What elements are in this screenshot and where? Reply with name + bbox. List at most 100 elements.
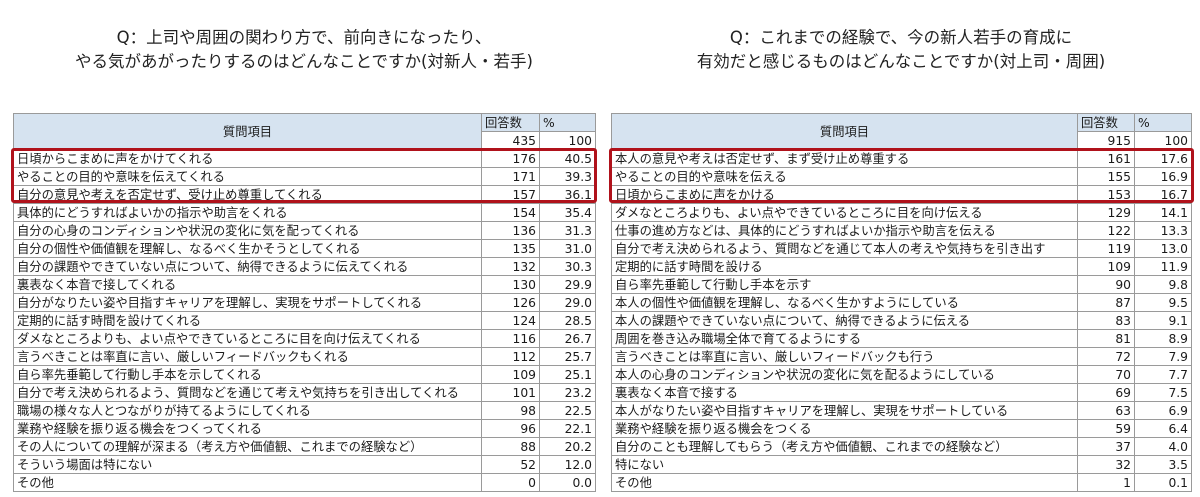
row-item-label: 具体的にどうすればよいかの指示や助言をくれる bbox=[13, 203, 482, 222]
row-item-label: 定期的に話す時間を設けてくれる bbox=[13, 311, 482, 330]
row-count: 132 bbox=[481, 257, 540, 276]
row-item-label: 日頃からこまめに声をかける bbox=[611, 185, 1078, 204]
table-row: 定期的に話す時間を設けてくれる 124 28.5 bbox=[13, 311, 596, 330]
table-row: 自分で考え決められるよう、質問などを通じて本人の考えや気持ちを引き出す 119 13… bbox=[611, 239, 1192, 258]
row-item-label: 自分がなりたい姿や目指すキャリアを理解し、実現をサポートしてくれる bbox=[13, 293, 482, 312]
row-percent: 9.1 bbox=[1134, 311, 1192, 330]
row-count: 136 bbox=[481, 221, 540, 240]
row-item-label: ダメなところよりも、よい点やできているところに目を向け伝える bbox=[611, 203, 1078, 222]
percent-column-header: % bbox=[1134, 113, 1192, 132]
table-row: 日頃からこまめに声をかけてくれる 176 40.5 bbox=[13, 149, 596, 168]
row-percent: 36.1 bbox=[539, 185, 596, 204]
row-percent: 11.9 bbox=[1134, 257, 1192, 276]
sample-count: 915 bbox=[1077, 131, 1135, 150]
row-item-label: 自分のことも理解してもらう（考え方や価値観、これまでの経験など） bbox=[611, 437, 1078, 456]
row-count: 126 bbox=[481, 293, 540, 312]
row-count: 157 bbox=[481, 185, 540, 204]
row-item-label: 日頃からこまめに声をかけてくれる bbox=[13, 149, 482, 168]
row-item-label: 本人の課題やできていない点について、納得できるように伝える bbox=[611, 311, 1078, 330]
row-count: 72 bbox=[1077, 347, 1135, 366]
row-percent: 26.7 bbox=[539, 329, 596, 348]
row-count: 171 bbox=[481, 167, 540, 186]
row-percent: 3.5 bbox=[1134, 455, 1192, 474]
row-item-label: 自ら率先垂範して行動し手本を示してくれる bbox=[13, 365, 482, 384]
table-row: 具体的にどうすればよいかの指示や助言をくれる 154 35.4 bbox=[13, 203, 596, 222]
row-item-label: そういう場面は特にない bbox=[13, 455, 482, 474]
row-item-label: 言うべきことは率直に言い、厳しいフィードバックもくれる bbox=[13, 347, 482, 366]
row-count: 88 bbox=[481, 437, 540, 456]
table-row: 自分の課題やできていない点について、納得できるように伝えてくれる 132 30.3 bbox=[13, 257, 596, 276]
row-count: 83 bbox=[1077, 311, 1135, 330]
row-item-label: 業務や経験を振り返る機会をつくる bbox=[611, 419, 1078, 438]
row-count: 129 bbox=[1077, 203, 1135, 222]
row-item-label: 本人がなりたい姿や目指すキャリアを理解し、実現をサポートしている bbox=[611, 401, 1078, 420]
row-item-label: やることの目的や意味を伝える bbox=[611, 167, 1078, 186]
row-count: 116 bbox=[481, 329, 540, 348]
table-row: ダメなところよりも、よい点やできているところに目を向け伝えてくれる 116 26.7 bbox=[13, 329, 596, 348]
row-item-label: 定期的に話す時間を設ける bbox=[611, 257, 1078, 276]
row-item-label: 自分で考え決められるよう、質問などを通じて本人の考えや気持ちを引き出す bbox=[611, 239, 1078, 258]
row-count: 130 bbox=[481, 275, 540, 294]
row-percent: 4.0 bbox=[1134, 437, 1192, 456]
row-percent: 16.7 bbox=[1134, 185, 1192, 204]
left-title-line-1: Q：上司や周囲の関わり方で、前向きになったり、 bbox=[116, 28, 492, 47]
table-row: その人についての理解が深まる（考え方や価値観、これまでの経験など） 88 20.2 bbox=[13, 437, 596, 456]
row-percent: 20.2 bbox=[539, 437, 596, 456]
table-row: 業務や経験を振り返る機会をつくる 59 6.4 bbox=[611, 419, 1192, 438]
row-count: 135 bbox=[481, 239, 540, 258]
row-item-label: 本人の心身のコンディションや状況の変化に気を配るようにしている bbox=[611, 365, 1078, 384]
row-item-label: 裏表なく本音で接する bbox=[611, 383, 1078, 402]
count-column-header: 回答数 bbox=[481, 113, 540, 132]
table-row: 本人の課題やできていない点について、納得できるように伝える 83 9.1 bbox=[611, 311, 1192, 330]
right-survey-table: 質問項目 回答数% 915 100 本人の意見や考えは否定せず、まず受け止め尊重する 16… bbox=[611, 113, 1192, 492]
row-item-label: 自分で考え決められるよう、質問などを通じて考えや気持ちを引き出してくれる bbox=[13, 383, 482, 402]
row-percent: 29.9 bbox=[539, 275, 596, 294]
right-title-line-2: 有効だと感じるものはどんなことですか(対上司・周囲) bbox=[696, 52, 1106, 71]
table-row: 自分のことも理解してもらう（考え方や価値観、これまでの経験など） 37 4.0 bbox=[611, 437, 1192, 456]
row-percent: 13.0 bbox=[1134, 239, 1192, 258]
row-percent: 6.9 bbox=[1134, 401, 1192, 420]
table-row: 仕事の進め方などは、具体的にどうすればよいか指示や助言を伝える 122 13.3 bbox=[611, 221, 1192, 240]
row-item-label: 本人の意見や考えは否定せず、まず受け止め尊重する bbox=[611, 149, 1078, 168]
row-item-label: その他 bbox=[13, 473, 482, 492]
row-percent: 7.5 bbox=[1134, 383, 1192, 402]
row-percent: 17.6 bbox=[1134, 149, 1192, 168]
row-percent: 39.3 bbox=[539, 167, 596, 186]
item-column-header: 質問項目 bbox=[611, 113, 1078, 150]
row-count: 112 bbox=[481, 347, 540, 366]
row-item-label: 自分の心身のコンディションや状況の変化に気を配ってくれる bbox=[13, 221, 482, 240]
item-column-header: 質問項目 bbox=[13, 113, 482, 150]
table-row: 特にない 32 3.5 bbox=[611, 455, 1192, 474]
row-item-label: その他 bbox=[611, 473, 1078, 492]
table-row: 自分の個性や価値観を理解し、なるべく生かそうとしてくれる 135 31.0 bbox=[13, 239, 596, 258]
row-percent: 9.8 bbox=[1134, 275, 1192, 294]
row-item-label: 自分の個性や価値観を理解し、なるべく生かそうとしてくれる bbox=[13, 239, 482, 258]
table-row: ダメなところよりも、よい点やできているところに目を向け伝える 129 14.1 bbox=[611, 203, 1192, 222]
row-count: 101 bbox=[481, 383, 540, 402]
row-percent: 0.0 bbox=[539, 473, 596, 492]
table-row: 裏表なく本音で接する 69 7.5 bbox=[611, 383, 1192, 402]
row-count: 109 bbox=[1077, 257, 1135, 276]
row-item-label: やることの目的や意味を伝えてくれる bbox=[13, 167, 482, 186]
row-percent: 7.7 bbox=[1134, 365, 1192, 384]
row-percent: 9.5 bbox=[1134, 293, 1192, 312]
row-percent: 22.1 bbox=[539, 419, 596, 438]
table-row: 本人の意見や考えは否定せず、まず受け止め尊重する 161 17.6 bbox=[611, 149, 1192, 168]
row-count: 63 bbox=[1077, 401, 1135, 420]
sample-percent: 100 bbox=[539, 131, 596, 150]
row-count: 153 bbox=[1077, 185, 1135, 204]
table-row: 周囲を巻き込み職場全体で育てるようにする 81 8.9 bbox=[611, 329, 1192, 348]
row-percent: 16.9 bbox=[1134, 167, 1192, 186]
table-row: やることの目的や意味を伝えてくれる 171 39.3 bbox=[13, 167, 596, 186]
table-row: 自分で考え決められるよう、質問などを通じて考えや気持ちを引き出してくれる 101 2… bbox=[13, 383, 596, 402]
row-count: 1 bbox=[1077, 473, 1135, 492]
row-count: 109 bbox=[481, 365, 540, 384]
row-count: 155 bbox=[1077, 167, 1135, 186]
table-row: その他 0 0.0 bbox=[13, 473, 596, 492]
right-question-title: Q：これまでの経験で、今の新人若手の育成に 有効だと感じるものはどんなことですか… bbox=[611, 26, 1191, 74]
row-count: 90 bbox=[1077, 275, 1135, 294]
table-row: 職場の様々な人とつながりが持てるようにしてくれる 98 22.5 bbox=[13, 401, 596, 420]
row-percent: 31.3 bbox=[539, 221, 596, 240]
percent-column-header: % bbox=[539, 113, 596, 132]
table-row: 裏表なく本音で接してくれる 130 29.9 bbox=[13, 275, 596, 294]
